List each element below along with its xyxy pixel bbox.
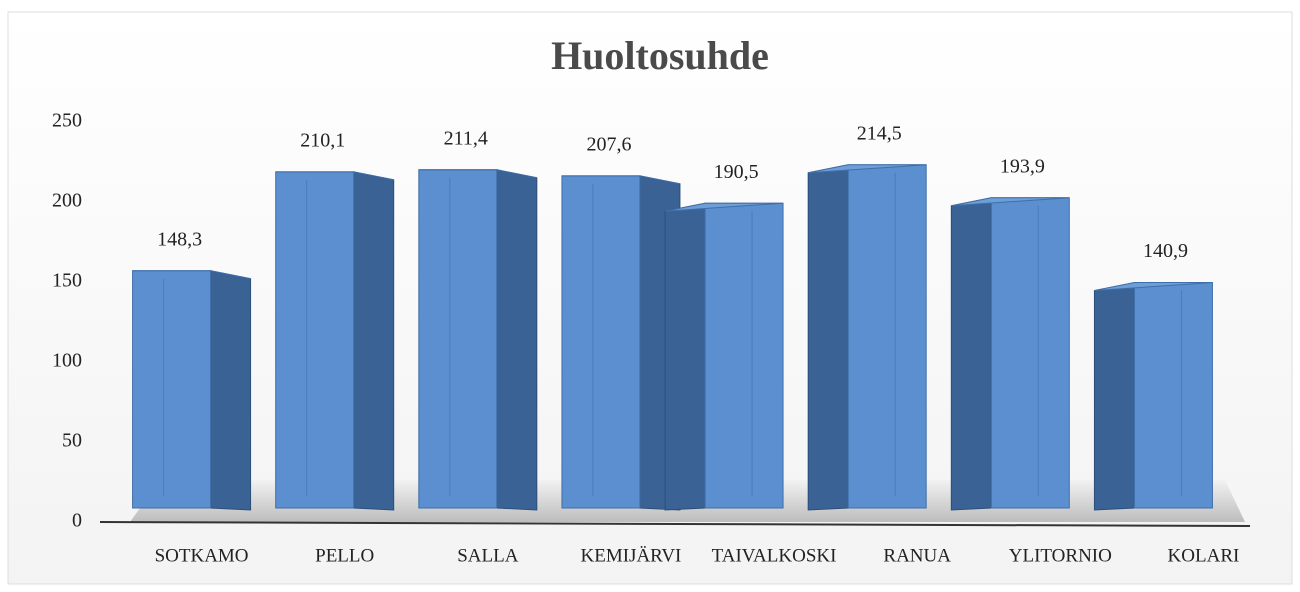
x-tick-label: SOTKAMO	[155, 545, 249, 566]
bar	[561, 175, 681, 511]
value-label: 148,3	[157, 228, 202, 250]
bar-top	[418, 169, 537, 179]
y-tick-label: 100	[52, 350, 82, 372]
chart-title: Huoltosuhde	[551, 33, 769, 78]
bar	[807, 164, 927, 511]
value-label: 211,4	[444, 127, 488, 149]
x-tick-label: KEMIJÄRVI	[581, 545, 682, 566]
y-tick-label: 50	[62, 430, 82, 452]
x-tick-label: RANUA	[883, 545, 951, 566]
x-axis	[99, 521, 1251, 527]
bar-side	[496, 169, 538, 511]
bar-front	[847, 164, 927, 509]
bar	[275, 171, 395, 511]
value-label: 193,9	[1000, 155, 1045, 177]
bar-side	[950, 197, 992, 511]
bar-side	[210, 270, 252, 511]
bar	[664, 202, 784, 511]
bar	[418, 169, 538, 511]
value-label: 190,5	[714, 161, 759, 183]
x-tick-label: SALLA	[457, 545, 519, 566]
y-tick-label: 150	[52, 270, 82, 292]
value-label: 214,5	[857, 122, 902, 144]
bar-top	[132, 270, 251, 280]
y-tick-label: 200	[52, 190, 82, 212]
bar	[132, 270, 252, 511]
bar-side	[353, 171, 395, 511]
bar-top	[561, 175, 681, 185]
bar-side	[1093, 281, 1135, 511]
bar-top	[808, 164, 927, 174]
x-tick-label: PELLO	[315, 545, 374, 566]
bar-front	[561, 175, 641, 509]
y-tick-label: 0	[72, 510, 82, 532]
y-tick-label: 250	[52, 110, 82, 132]
bar-side	[664, 202, 706, 511]
x-tick-label: TAIVALKOSKI	[712, 545, 837, 566]
value-label: 207,6	[586, 133, 631, 155]
x-tick-label: YLITORNIO	[1009, 545, 1112, 566]
bar-top	[951, 197, 1070, 207]
bar-front	[275, 171, 355, 509]
bar-front	[418, 169, 498, 509]
bar-front	[990, 197, 1070, 509]
bar-top	[1094, 282, 1213, 292]
bar	[1093, 281, 1213, 511]
bar-top	[664, 202, 784, 212]
bar-top	[275, 171, 394, 181]
bar-front	[1133, 282, 1213, 509]
bar	[950, 197, 1070, 511]
bar-front	[132, 270, 212, 509]
value-label: 210,1	[300, 129, 345, 151]
value-label: 140,9	[1143, 240, 1188, 262]
bar-side	[807, 164, 849, 511]
x-tick-label: KOLARI	[1168, 545, 1240, 566]
bar-front	[704, 202, 784, 509]
